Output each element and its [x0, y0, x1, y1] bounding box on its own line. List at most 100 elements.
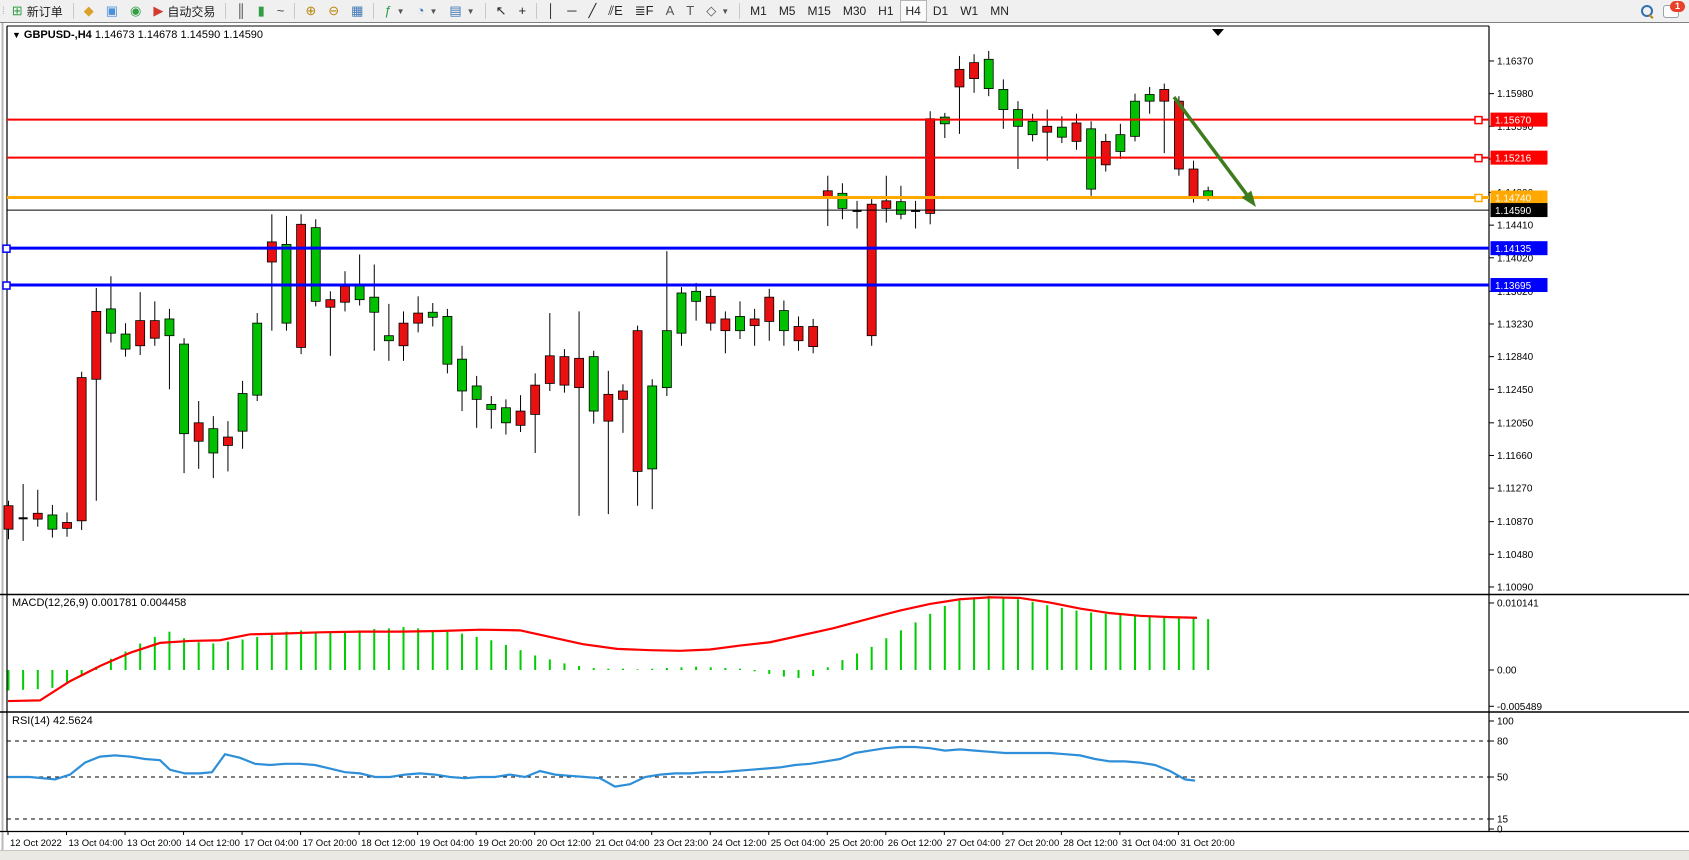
- candle-body-bull: [442, 316, 453, 365]
- layouts-icon: ◆: [83, 3, 94, 18]
- fibonacci-icon: ≣F: [634, 3, 654, 18]
- candle-body-bull: [252, 322, 263, 396]
- support-line-2[interactable]: [2, 281, 1489, 290]
- resistance-line-2[interactable]: [7, 153, 1489, 163]
- line-chart-button[interactable]: ~: [271, 0, 291, 22]
- template-icon: ▤: [449, 3, 462, 18]
- clock-icon: ◔: [416, 3, 425, 18]
- templates-button[interactable]: ▤ ▼: [443, 0, 480, 22]
- timeframe-m1-button[interactable]: M1: [744, 0, 773, 22]
- line-handle[interactable]: [2, 244, 11, 253]
- candle-body-bull: [1027, 120, 1038, 136]
- autotrade-button[interactable]: ▶ 自动交易: [147, 0, 221, 22]
- toolbar-separator: [484, 3, 486, 19]
- signals-button[interactable]: ◉: [124, 0, 147, 22]
- open-window-button[interactable]: ▣: [100, 0, 124, 22]
- text-button[interactable]: A: [660, 0, 681, 22]
- autotrade-button-label: 自动交易: [167, 4, 216, 19]
- arrows-button[interactable]: ◇ ▼: [700, 0, 735, 22]
- candle-body-bull: [369, 296, 380, 313]
- candle-body-bull: [501, 407, 511, 424]
- layouts-button[interactable]: ◆: [78, 0, 100, 22]
- timeframe-label: M15: [807, 4, 831, 18]
- periods-button[interactable]: ◔ ▼: [411, 0, 444, 22]
- candle-body-bear: [954, 68, 965, 88]
- candle-body-bull: [237, 393, 248, 432]
- line-handle[interactable]: [1474, 115, 1483, 125]
- candle-body-bull: [778, 310, 789, 332]
- macd-values: 0.001781 0.004458: [91, 597, 187, 609]
- rsi-tick-label: 15: [1497, 815, 1509, 826]
- hline-button[interactable]: ─: [561, 0, 582, 22]
- timeframe-m5-button[interactable]: M5: [773, 0, 802, 22]
- indicators-button[interactable]: ƒ ▼: [378, 0, 410, 22]
- candle-body-bull: [1115, 134, 1126, 152]
- candle-body-bull: [47, 514, 58, 530]
- timeframe-label: MN: [990, 4, 1009, 18]
- toolbar-separator: [739, 3, 741, 19]
- timeframe-h4-button[interactable]: H4: [899, 0, 927, 22]
- line-handle[interactable]: [1474, 153, 1483, 163]
- signal-icon: ◉: [130, 3, 142, 18]
- cursor-button[interactable]: ↖: [490, 0, 513, 22]
- search-icon[interactable]: [1641, 5, 1654, 19]
- candle-body-bear: [632, 330, 643, 472]
- chart-collapse-icon[interactable]: ▼: [12, 30, 21, 40]
- fibonacci-button[interactable]: ≣F: [629, 0, 660, 22]
- timeframe-m30-button[interactable]: M30: [837, 0, 872, 22]
- indicators-icon: ƒ: [384, 3, 392, 18]
- channel-button[interactable]: ⫽E: [602, 0, 628, 22]
- timeframe-label: M5: [778, 4, 796, 18]
- candle-body-bull: [1056, 126, 1067, 138]
- timeframe-h1-button[interactable]: H1: [872, 0, 899, 22]
- chart-quotes: 1.14673 1.14678 1.14590 1.14590: [94, 29, 264, 41]
- zoom-in-button[interactable]: ⊕: [299, 0, 322, 22]
- candle-body-bull: [837, 192, 848, 209]
- axis-price-label: 1.14590: [1495, 206, 1532, 217]
- chart-shift-marker[interactable]: [1212, 29, 1224, 36]
- axis-price-label: 1.14740: [1495, 193, 1532, 204]
- candle-body-bull: [1013, 109, 1023, 127]
- support-line-1[interactable]: [2, 244, 1489, 253]
- window-background: [0, 23, 1689, 851]
- candle-body-bear: [135, 320, 146, 347]
- vline-button[interactable]: │: [541, 0, 561, 22]
- candle-chart-button[interactable]: ▮: [252, 0, 271, 22]
- tile-windows-button[interactable]: ▦: [345, 0, 369, 22]
- candle-body-bull: [588, 356, 599, 412]
- label-button[interactable]: T: [680, 0, 700, 22]
- resistance-line-1[interactable]: [7, 115, 1489, 125]
- timeframe-m15-button[interactable]: M15: [801, 0, 836, 22]
- candle-body-bear: [223, 436, 233, 446]
- zoom-out-button[interactable]: ⊖: [322, 0, 345, 22]
- vertical-line-icon: │: [547, 3, 556, 18]
- time-tick-label: 25 Oct 20:00: [829, 838, 883, 849]
- macd-tick-label: 0.00: [1497, 666, 1517, 677]
- candle-body-bear: [574, 357, 584, 389]
- chevron-down-icon: ▼: [466, 6, 475, 16]
- new-order-button[interactable]: ⊞ 新订单: [6, 0, 69, 22]
- support-line-1-axis-label: 1.14135: [1490, 241, 1548, 256]
- timeframe-w1-button[interactable]: W1: [954, 0, 984, 22]
- price-tick-label: 1.11270: [1497, 484, 1533, 495]
- tile-windows-icon: ▦: [351, 3, 364, 18]
- line-handle[interactable]: [1474, 193, 1483, 203]
- time-tick-label: 23 Oct 23:00: [654, 838, 708, 849]
- trendline-icon: ╱: [588, 3, 597, 18]
- time-tick-label: 18 Oct 12:00: [361, 838, 415, 849]
- price-tick-label: 1.12840: [1497, 352, 1534, 363]
- line-handle[interactable]: [2, 281, 11, 290]
- bar-chart-button[interactable]: ║: [230, 0, 251, 22]
- trend-arrow[interactable]: [1172, 95, 1256, 207]
- trendline-button[interactable]: ╱: [582, 0, 602, 22]
- status-strip: [0, 850, 1689, 860]
- candle-body-bear: [413, 312, 424, 324]
- notifications-icon[interactable]: 1: [1663, 0, 1685, 18]
- crosshair-button[interactable]: +: [513, 0, 533, 22]
- candle-body-bear: [398, 322, 409, 347]
- candle-body-bull: [676, 292, 687, 334]
- candle-body-bear: [340, 285, 350, 303]
- timeframe-d1-button[interactable]: D1: [927, 0, 954, 22]
- timeframe-mn-button[interactable]: MN: [984, 0, 1015, 22]
- time-tick-label: 27 Oct 04:00: [946, 838, 1000, 849]
